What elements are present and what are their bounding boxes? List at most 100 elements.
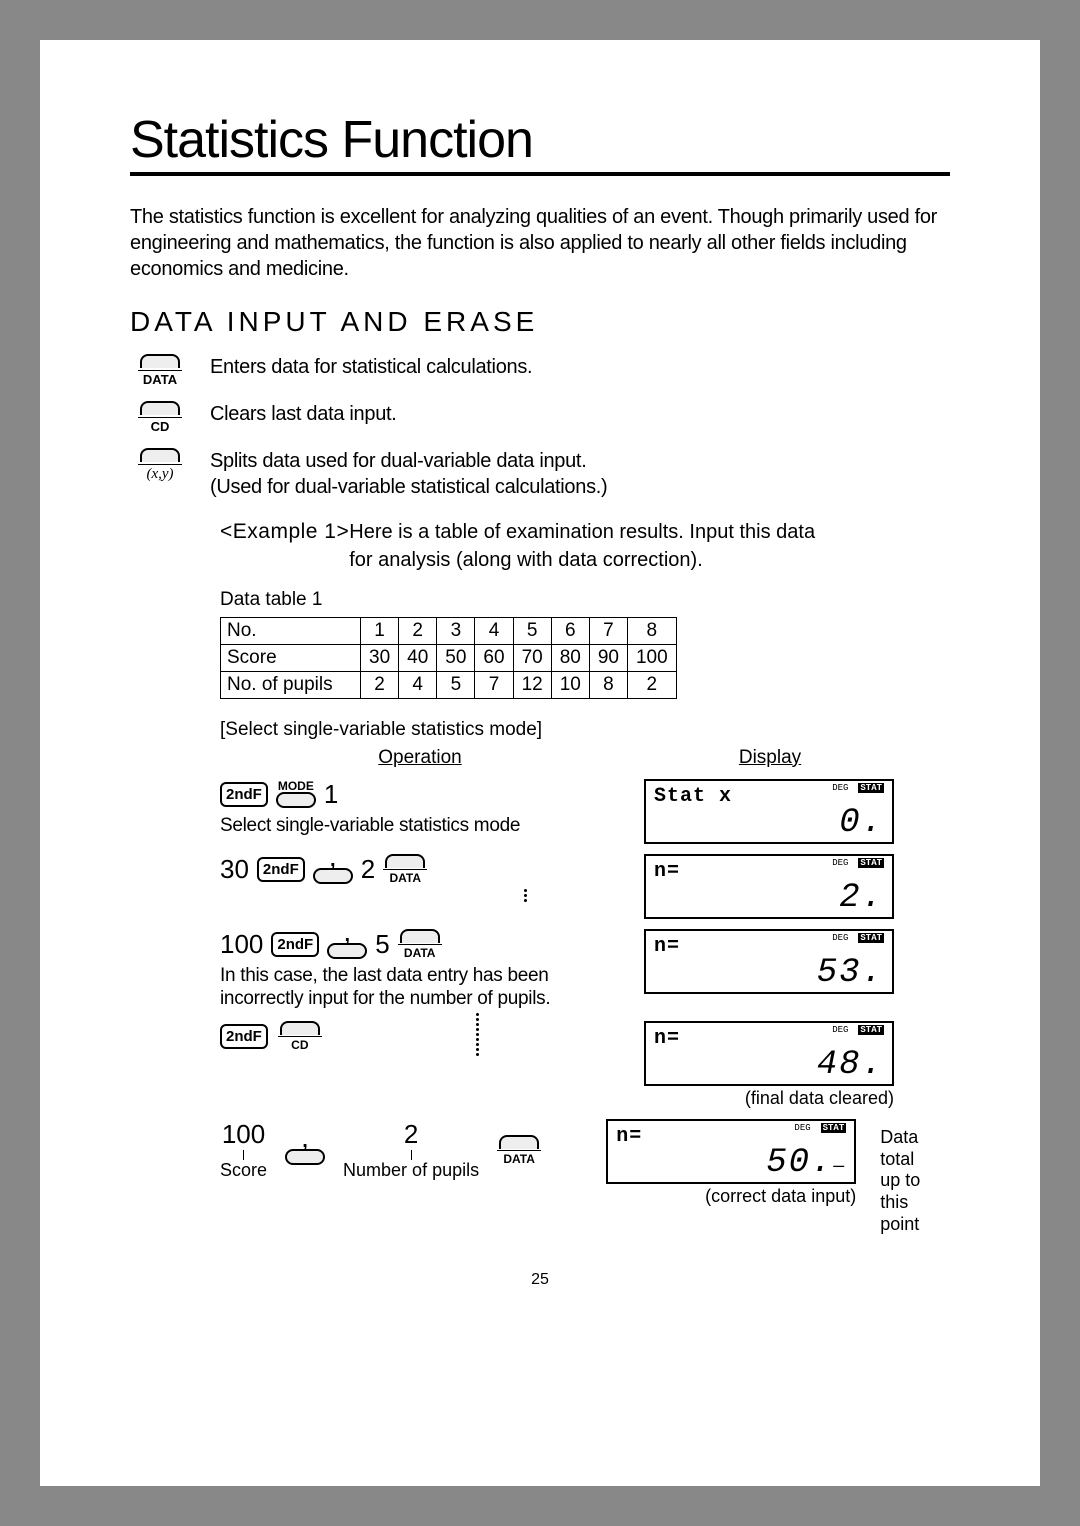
key-under-label: CD xyxy=(138,417,182,434)
data-table-caption: Data table 1 xyxy=(220,589,950,611)
display-block: DEG STAT n= 2. xyxy=(644,854,894,919)
op-left-num: 100 xyxy=(220,929,263,960)
comma-icon: , xyxy=(330,854,336,866)
op-note: Select single-variable statistics mode xyxy=(220,814,620,838)
lcd-value: 0. xyxy=(654,806,884,840)
deg-indicator: DEG xyxy=(832,933,848,943)
key-data: DATA xyxy=(383,854,427,885)
display-block: DEG STAT n= 53. xyxy=(644,929,894,994)
blank-key-icon xyxy=(140,401,180,415)
lcd-display: DEG STAT Stat x 0. xyxy=(644,779,894,844)
example-text-2: for analysis (along with data correction… xyxy=(349,549,703,571)
table-cell: 60 xyxy=(475,644,513,671)
key-row-data: DATA Enters data for statistical calcula… xyxy=(130,354,950,387)
blank-key-icon xyxy=(140,354,180,368)
blank-key-icon xyxy=(313,868,353,884)
section-heading: DATA INPUT AND ERASE xyxy=(130,306,950,338)
table-cell: 4 xyxy=(399,671,437,698)
blank-key-icon xyxy=(140,448,180,462)
key-icon-data: DATA xyxy=(130,354,190,387)
step-2: 30 2ndF , 2 DATA DEG STAT n= xyxy=(220,854,950,919)
table-cell: 2 xyxy=(399,617,437,644)
key-2ndf: 2ndF xyxy=(220,1024,268,1049)
key-data: DATA xyxy=(398,929,442,960)
table-row: No. 1 2 3 4 5 6 7 8 xyxy=(221,617,677,644)
side-note: Data total up to this point xyxy=(880,1127,950,1235)
example-tag: <Example 1> xyxy=(220,520,349,543)
under-label-mid: Number of pupils xyxy=(343,1160,479,1181)
operation-header: Operation xyxy=(220,747,620,769)
blank-key-icon xyxy=(276,792,316,808)
blank-key-icon xyxy=(499,1135,539,1149)
lcd-caption: (final data cleared) xyxy=(644,1088,894,1109)
op-mid-num: 2 xyxy=(361,854,375,885)
deg-indicator: DEG xyxy=(832,1025,848,1035)
step-4: 2ndF CD DEG STAT n= 48. (final data clea… xyxy=(220,1021,950,1109)
lcd-indicators: DEG STAT xyxy=(832,783,884,793)
table-cell: 2 xyxy=(361,671,399,698)
op-line: 2ndF MODE 1 xyxy=(220,779,620,810)
key-mode: MODE xyxy=(276,780,316,808)
key-row-cd: CD Clears last data input. xyxy=(130,401,950,434)
lcd-display: DEG STAT n= 48. xyxy=(644,1021,894,1086)
lcd-indicators: DEG STAT xyxy=(794,1123,846,1133)
key-desc: Clears last data input. xyxy=(210,401,397,427)
blank-key-icon xyxy=(385,854,425,868)
op-left-num: 100 xyxy=(222,1119,265,1150)
row-header: No. of pupils xyxy=(221,671,361,698)
side-note-line3: point xyxy=(880,1214,950,1236)
select-mode-note: [Select single-variable statistics mode] xyxy=(220,719,950,741)
table-cell: 12 xyxy=(513,671,551,698)
example-heading: <Example 1>Here is a table of examinatio… xyxy=(220,518,950,575)
stat-indicator: STAT xyxy=(858,783,884,793)
table-cell: 30 xyxy=(361,644,399,671)
lcd-val-text: 50. xyxy=(766,1144,833,1182)
vertical-dots-icon xyxy=(476,1013,479,1056)
key-comma: , xyxy=(327,929,367,959)
table-row: Score 30 40 50 60 70 80 90 100 xyxy=(221,644,677,671)
table-cell: 70 xyxy=(513,644,551,671)
mid-num-with-label: 2 Number of pupils xyxy=(343,1119,479,1181)
lcd-indicators: DEG STAT xyxy=(832,858,884,868)
op-line: 100 Score , 2 Number of pupils DATA xyxy=(220,1119,582,1181)
display-block: DEG STAT Stat x 0. xyxy=(644,779,894,844)
key-cd: CD xyxy=(278,1021,322,1052)
table-cell: 6 xyxy=(551,617,589,644)
table-cell: 10 xyxy=(551,671,589,698)
display-block: DEG STAT n= 50.— (correct data input) xyxy=(606,1119,856,1207)
lcd-indicators: DEG STAT xyxy=(832,1025,884,1035)
key-2ndf: 2ndF xyxy=(220,782,268,807)
stat-indicator: STAT xyxy=(858,858,884,868)
blank-key-icon xyxy=(280,1021,320,1035)
op-left-num: 30 xyxy=(220,854,249,885)
op-mid-num: 2 xyxy=(404,1119,418,1150)
table-cell: 5 xyxy=(513,617,551,644)
column-headers: Operation Display xyxy=(220,747,950,769)
key-2ndf: 2ndF xyxy=(257,857,305,882)
op-line: 2ndF CD xyxy=(220,1021,322,1052)
row-header: No. xyxy=(221,617,361,644)
stat-indicator: STAT xyxy=(858,1025,884,1035)
key-under-label: (x,y) xyxy=(138,464,182,483)
lcd-value: 48. xyxy=(654,1048,884,1082)
display-block: DEG STAT n= 48. (final data cleared) xyxy=(644,1021,894,1109)
step-1: 2ndF MODE 1 Select single-variable stati… xyxy=(220,779,950,844)
stat-indicator: STAT xyxy=(858,933,884,943)
example-text-1: Here is a table of examination results. … xyxy=(349,521,815,543)
op-line: 100 2ndF , 5 DATA xyxy=(220,929,620,960)
table-cell: 8 xyxy=(627,617,676,644)
deg-indicator: DEG xyxy=(832,858,848,868)
manual-page: Statistics Function The statistics funct… xyxy=(40,40,1040,1486)
operation-block: 100 2ndF , 5 DATA In this case, the last… xyxy=(220,929,620,1012)
key-comma: , xyxy=(285,1135,325,1165)
lcd-display: DEG STAT n= 2. xyxy=(644,854,894,919)
blank-key-icon xyxy=(400,929,440,943)
step-3: 100 2ndF , 5 DATA In this case, the last… xyxy=(220,929,950,1012)
table-cell: 3 xyxy=(437,617,475,644)
table-cell: 5 xyxy=(437,671,475,698)
page-number: 25 xyxy=(130,1271,950,1289)
key-under-label: CD xyxy=(278,1036,322,1052)
key-under-label: DATA xyxy=(398,944,442,960)
data-table: No. 1 2 3 4 5 6 7 8 Score 30 40 50 60 70… xyxy=(220,617,677,699)
left-num-with-label: 100 Score xyxy=(220,1119,267,1181)
